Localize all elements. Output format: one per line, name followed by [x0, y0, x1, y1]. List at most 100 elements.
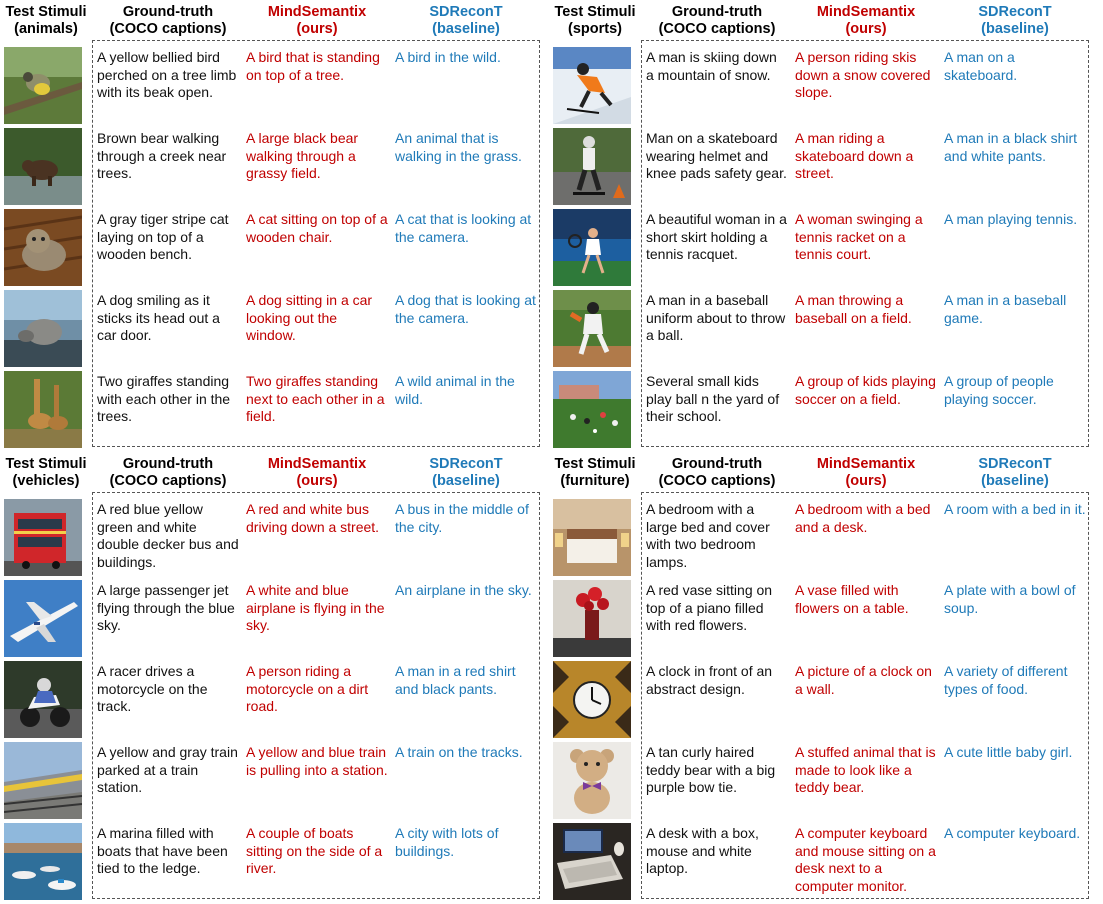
header-ours-label: MindSemantix — [816, 456, 916, 472]
ground-truth-caption: Two giraffes standing with each other in… — [97, 373, 231, 424]
table-row: A man in a baseball uniform about to thr… — [549, 289, 1089, 370]
mindsemantix-caption: A large black bear walking through a gra… — [246, 130, 359, 181]
bear-thumbnail — [4, 128, 82, 205]
cat-thumbnail — [4, 209, 82, 286]
header-base-sub-label: (baseline) — [432, 473, 500, 489]
header-base-sub-label: (baseline) — [432, 21, 500, 37]
header-mindsemantix: MindSemantix (ours) — [246, 4, 388, 38]
sdrecont-caption: A wild animal in the wild. — [395, 373, 515, 407]
header-category-label: (vehicles) — [12, 473, 80, 489]
header-category-label: (animals) — [14, 21, 78, 37]
header-base-label: SDReconT — [978, 456, 1052, 472]
table-row: A beautiful woman in a short skirt holdi… — [549, 208, 1089, 289]
mindsemantix-caption: A couple of boats sitting on the side of… — [246, 825, 383, 876]
header-mindsemantix: MindSemantix (ours) — [246, 456, 388, 490]
mindsemantix-caption: A white and blue airplane is flying in t… — [246, 582, 385, 633]
bedroom-thumbnail — [553, 499, 631, 576]
ground-truth-caption: A red blue yellow green and white double… — [97, 501, 239, 570]
header-gt-sub-label: (COCO captions) — [658, 473, 776, 489]
table-row: A racer drives a motorcycle on the track… — [0, 660, 540, 741]
panel-furniture: Test Stimuli (furniture) Ground-truth (C… — [549, 452, 1089, 904]
header-base-sub-label: (baseline) — [981, 21, 1049, 37]
captions-dashed-box — [92, 492, 540, 899]
header-ours-label: MindSemantix — [816, 4, 916, 20]
captions-dashed-box — [641, 492, 1089, 899]
panel-vehicles: Test Stimuli (vehicles) Ground-truth (CO… — [0, 452, 540, 904]
captions-dashed-box — [641, 40, 1089, 447]
teddy-bear-thumbnail — [553, 742, 631, 819]
mindsemantix-caption: A computer keyboard and mouse sitting on… — [795, 825, 936, 894]
table-row: A tan curly haired teddy bear with a big… — [549, 741, 1089, 822]
sdrecont-caption: A group of people playing soccer. — [944, 373, 1054, 407]
header-stimuli-label: Test Stimuli — [554, 456, 636, 472]
header-gt-label: Ground-truth — [122, 4, 214, 20]
mindsemantix-caption: A person riding a motorcycle on a dirt r… — [246, 663, 369, 714]
table-row: A gray tiger stripe cat laying on top of… — [0, 208, 540, 289]
ground-truth-caption: A racer drives a motorcycle on the track… — [97, 663, 208, 714]
header-base-label: SDReconT — [429, 456, 503, 472]
mindsemantix-caption: A picture of a clock on a wall. — [795, 663, 932, 697]
table-row: A yellow bellied bird perched on a tree … — [0, 46, 540, 127]
captions-dashed-box — [92, 40, 540, 447]
header-mindsemantix: MindSemantix (ours) — [795, 4, 937, 38]
mindsemantix-caption: A vase filled with flowers on a table. — [795, 582, 909, 616]
motorcycle-thumbnail — [4, 661, 82, 738]
header-ground-truth: Ground-truth (COCO captions) — [97, 456, 239, 490]
ground-truth-caption: A yellow and gray train parked at a trai… — [97, 744, 238, 795]
mindsemantix-caption: A bedroom with a bed and a desk. — [795, 501, 931, 535]
ground-truth-caption: A gray tiger stripe cat laying on top of… — [97, 211, 229, 262]
mindsemantix-caption: A cat sitting on top of a wooden chair. — [246, 211, 388, 245]
sdrecont-caption: A city with lots of buildings. — [395, 825, 499, 859]
vase-thumbnail — [553, 580, 631, 657]
table-row: Two giraffes standing with each other in… — [0, 370, 540, 451]
giraffe-thumbnail — [4, 371, 82, 448]
bird-thumbnail — [4, 47, 82, 124]
header-test-stimuli: Test Stimuli (animals) — [2, 4, 90, 38]
header-ours-label: MindSemantix — [267, 456, 367, 472]
sdrecont-caption: A bird in the wild. — [395, 49, 501, 65]
mindsemantix-caption: A stuffed animal that is made to look li… — [795, 744, 936, 795]
table-row: A clock in front of an abstract design. … — [549, 660, 1089, 741]
train-thumbnail — [4, 742, 82, 819]
header-ours-sub-label: (ours) — [296, 473, 338, 489]
table-row: A bedroom with a large bed and cover wit… — [549, 498, 1089, 579]
table-row: A red vase sitting on top of a piano fil… — [549, 579, 1089, 660]
header-gt-label: Ground-truth — [671, 4, 763, 20]
panel-animals: Test Stimuli (animals) Ground-truth (COC… — [0, 0, 540, 452]
table-row: Several small kids play ball n the yard … — [549, 370, 1089, 451]
sdrecont-caption: A room with a bed in it. — [944, 501, 1086, 517]
tennis-thumbnail — [553, 209, 631, 286]
mindsemantix-caption: A man throwing a baseball on a field. — [795, 292, 912, 326]
header-base-label: SDReconT — [429, 4, 503, 20]
desk-thumbnail — [553, 823, 631, 900]
header-category-label: (sports) — [568, 21, 622, 37]
ground-truth-caption: Several small kids play ball n the yard … — [646, 373, 780, 424]
header-gt-label: Ground-truth — [671, 456, 763, 472]
table-row: Brown bear walking through a creek near … — [0, 127, 540, 208]
mindsemantix-caption: A bird that is standing on top of a tree… — [246, 49, 380, 83]
sdrecont-caption: A train on the tracks. — [395, 744, 523, 760]
ground-truth-caption: A large passenger jet flying through the… — [97, 582, 235, 633]
header-ours-sub-label: (ours) — [296, 21, 338, 37]
sdrecont-caption: A computer keyboard. — [944, 825, 1081, 841]
skateboarder-thumbnail — [553, 128, 631, 205]
header-gt-sub-label: (COCO captions) — [658, 21, 776, 37]
mindsemantix-caption: A dog sitting in a car looking out the w… — [246, 292, 373, 343]
sdrecont-caption: A variety of different types of food. — [944, 663, 1068, 697]
header-stimuli-label: Test Stimuli — [5, 4, 87, 20]
mindsemantix-caption: A person riding skis down a snow covered… — [795, 49, 931, 100]
ground-truth-caption: A red vase sitting on top of a piano fil… — [646, 582, 773, 633]
header-ground-truth: Ground-truth (COCO captions) — [97, 4, 239, 38]
header-test-stimuli: Test Stimuli (sports) — [551, 4, 639, 38]
ground-truth-caption: A marina filled with boats that have bee… — [97, 825, 228, 876]
table-row: A desk with a box, mouse and white lapto… — [549, 822, 1089, 903]
header-ours-sub-label: (ours) — [845, 473, 887, 489]
ground-truth-caption: A beautiful woman in a short skirt holdi… — [646, 211, 787, 262]
header-sdrecont: SDReconT (baseline) — [395, 456, 537, 490]
table-row: A large passenger jet flying through the… — [0, 579, 540, 660]
ground-truth-caption: A dog smiling as it sticks its head out … — [97, 292, 220, 343]
table-row: A yellow and gray train parked at a trai… — [0, 741, 540, 822]
header-gt-sub-label: (COCO captions) — [109, 21, 227, 37]
header-sdrecont: SDReconT (baseline) — [395, 4, 537, 38]
header-base-label: SDReconT — [978, 4, 1052, 20]
